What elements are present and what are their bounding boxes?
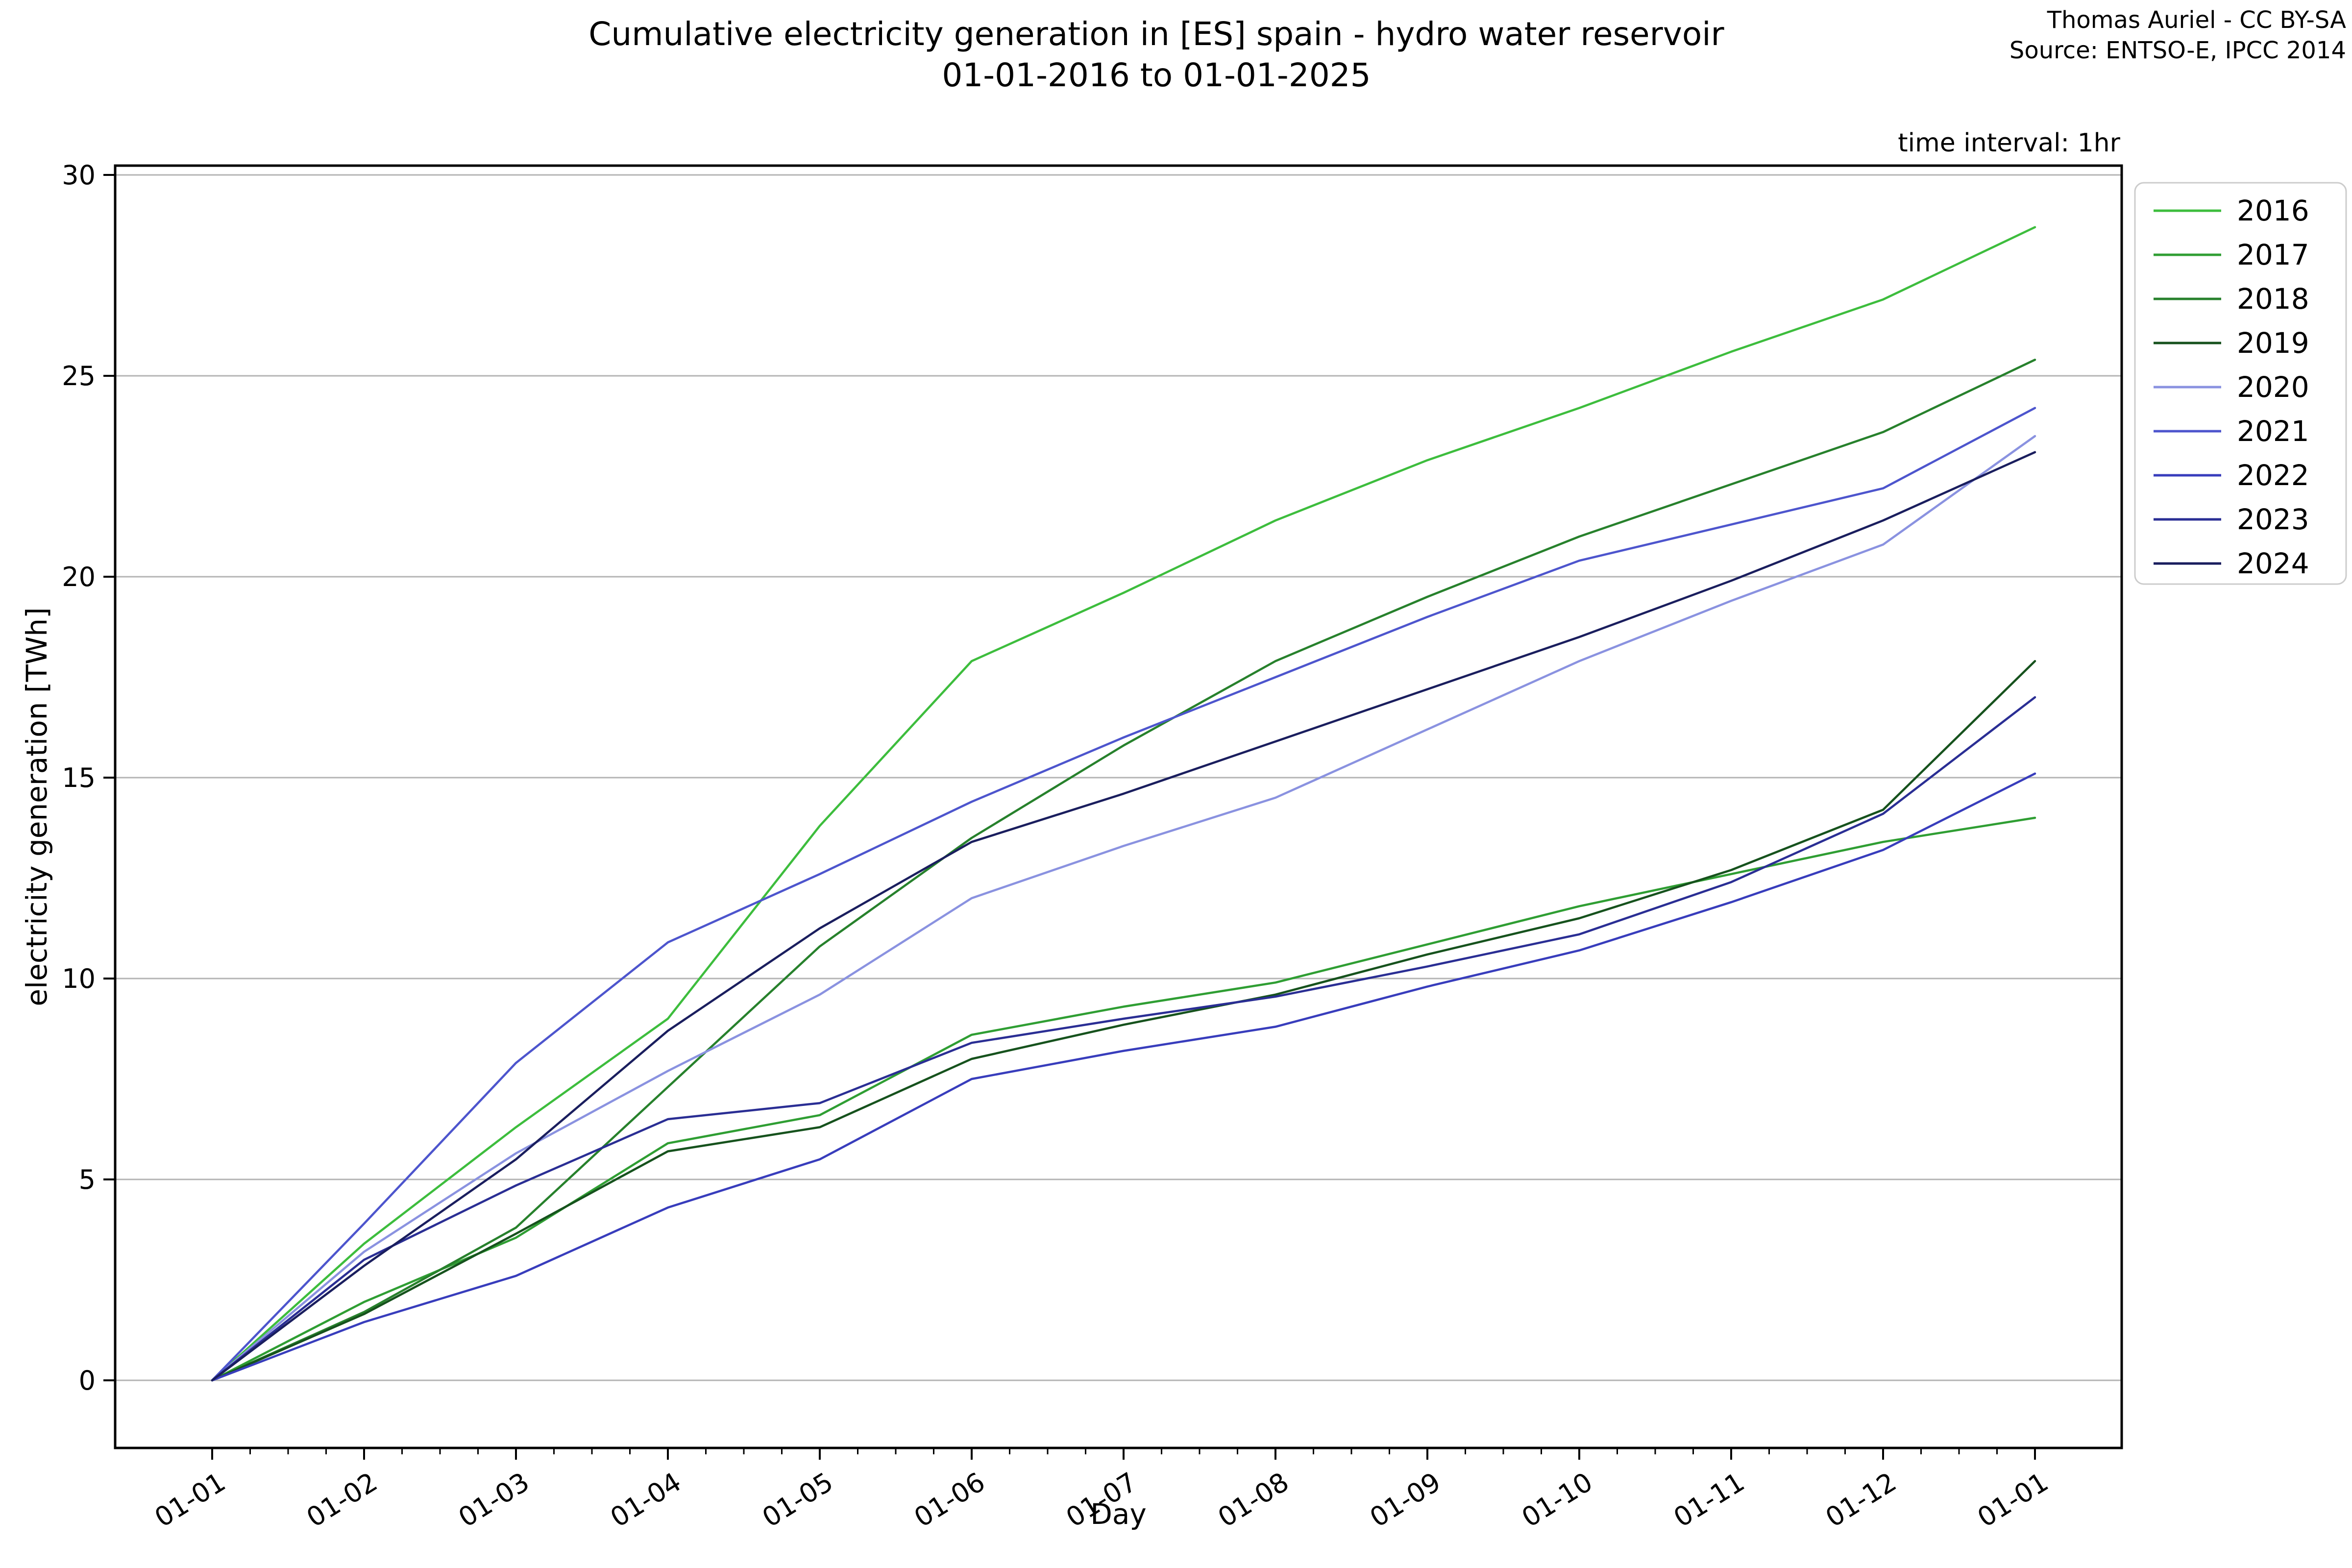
series-line-2017 xyxy=(211,816,2036,1382)
legend-label-2020: 2020 xyxy=(2237,370,2309,404)
x-tick-label-12: 01-01 xyxy=(1972,1467,2054,1534)
series-line-2020 xyxy=(211,435,2036,1382)
time-interval-note: time interval: 1hr xyxy=(1898,128,2120,158)
legend-label-2021: 2021 xyxy=(2237,415,2309,448)
legend-label-2017: 2017 xyxy=(2237,238,2309,271)
x-tick-label-7: 01-08 xyxy=(1213,1467,1294,1534)
x-tick-label-10: 01-11 xyxy=(1668,1467,1750,1534)
legend-label-2016: 2016 xyxy=(2237,194,2309,227)
x-tick-label-2: 01-03 xyxy=(453,1467,535,1534)
attribution: Thomas Auriel - CC BY-SA Source: ENTSO-E… xyxy=(2009,5,2346,66)
legend-label-2018: 2018 xyxy=(2237,282,2309,316)
attribution-author: Thomas Auriel - CC BY-SA xyxy=(2047,6,2346,34)
series-line-2016 xyxy=(211,226,2036,1382)
x-tick-label-3: 01-04 xyxy=(605,1467,686,1534)
legend-label-2023: 2023 xyxy=(2237,503,2309,536)
y-tick-label-20: 20 xyxy=(62,562,96,592)
series-line-2023 xyxy=(211,696,2036,1382)
x-tick-label-0: 01-01 xyxy=(149,1467,231,1534)
x-tick-label-1: 01-02 xyxy=(301,1467,383,1534)
series-line-2021 xyxy=(211,407,2036,1382)
legend-label-2022: 2022 xyxy=(2237,459,2309,492)
legend-box xyxy=(2134,182,2347,585)
chart-title-line2: 01-01-2016 to 01-01-2025 xyxy=(942,56,1371,95)
plot-frame xyxy=(114,164,2123,1449)
y-tick-label-5: 5 xyxy=(79,1164,96,1195)
y-tick-label-0: 0 xyxy=(79,1365,96,1396)
y-axis-label: electricity generation [TWh] xyxy=(20,607,53,1006)
legend-label-2024: 2024 xyxy=(2237,547,2309,580)
series-line-2018 xyxy=(211,358,2036,1382)
x-tick-label-5: 01-06 xyxy=(909,1467,990,1534)
plot-background xyxy=(115,166,2122,1448)
y-tick-label-30: 30 xyxy=(62,160,96,191)
x-tick-label-8: 01-09 xyxy=(1365,1467,1446,1534)
x-tick-label-4: 01-05 xyxy=(757,1467,838,1534)
legend-label-2019: 2019 xyxy=(2237,326,2309,360)
x-axis-label: Day xyxy=(1090,1497,1147,1531)
y-tick-label-10: 10 xyxy=(62,963,96,994)
series-line-2024 xyxy=(211,451,2036,1382)
chart-title-line1: Cumulative electricity generation in [ES… xyxy=(588,15,1724,53)
attribution-source: Source: ENTSO-E, IPCC 2014 xyxy=(2009,37,2346,65)
y-tick-label-25: 25 xyxy=(62,361,96,392)
x-tick-label-9: 01-10 xyxy=(1517,1467,1598,1534)
series-line-2019 xyxy=(211,660,2036,1382)
y-tick-label-15: 15 xyxy=(62,762,96,793)
series-line-2022 xyxy=(211,772,2036,1382)
chart-title: Cumulative electricity generation in [ES… xyxy=(176,14,2136,97)
x-tick-label-11: 01-12 xyxy=(1820,1467,1902,1534)
